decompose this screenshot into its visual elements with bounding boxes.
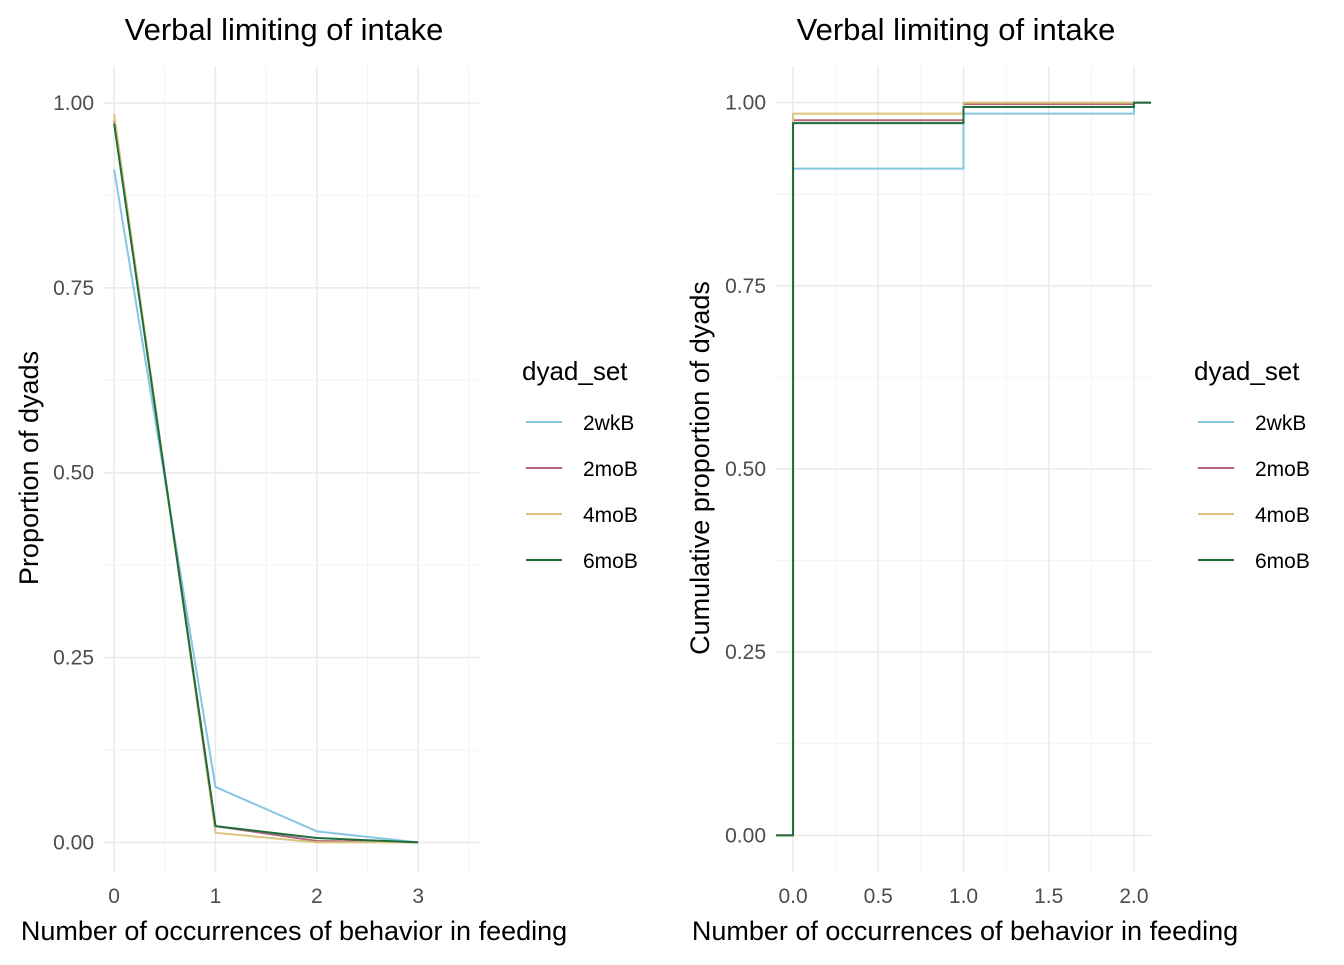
y-tick-labels: 0.00 0.25 0.50 0.75 1.00 xyxy=(725,92,766,848)
y-tick-labels: 0.00 0.25 0.50 0.75 1.00 xyxy=(53,92,94,854)
x-tick-labels: 0.0 0.5 1.0 1.5 2.0 xyxy=(778,885,1148,908)
x-axis-title: Number of occurrences of behavior in fee… xyxy=(692,916,1238,946)
chart-cumulative: 0.0 0.5 1.0 1.5 2.0 0.00 0.25 0.50 0.75 1.00 Ver… xyxy=(685,12,1310,946)
x-tick-label: 0.0 xyxy=(778,885,807,908)
legend-label: 4moB xyxy=(583,504,638,527)
legend: dyad_set 2wkB 2moB 4moB 6moB xyxy=(1194,356,1310,573)
x-tick-label: 1.0 xyxy=(949,885,978,908)
y-axis-title: Proportion of dyads xyxy=(14,351,44,585)
series-lines xyxy=(113,113,419,844)
legend-title: dyad_set xyxy=(1194,356,1300,386)
x-tick-label: 0.5 xyxy=(864,885,893,908)
legend-label: 6moB xyxy=(1255,550,1310,573)
y-tick-label: 0.75 xyxy=(53,277,94,300)
y-tick-label: 1.00 xyxy=(725,92,766,115)
legend: dyad_set 2wkB 2moB 4moB 6moB xyxy=(522,356,638,573)
grid xyxy=(104,66,479,872)
chart-title: Verbal limiting of intake xyxy=(125,12,444,47)
chart-proportion: 0 1 2 3 0.00 0.25 0.50 0.75 1.00 Verbal limitin… xyxy=(14,12,638,946)
y-tick-label: 0.00 xyxy=(725,824,766,847)
y-tick-label: 1.00 xyxy=(53,92,94,115)
series-line-6moB xyxy=(113,123,419,844)
legend-title: dyad_set xyxy=(522,356,628,386)
chart-title: Verbal limiting of intake xyxy=(797,12,1116,47)
x-tick-label: 1 xyxy=(210,885,222,908)
legend-label: 4moB xyxy=(1255,504,1310,527)
legend-label: 6moB xyxy=(583,550,638,573)
x-tick-labels: 0 1 2 3 xyxy=(108,885,424,908)
y-tick-label: 0.25 xyxy=(53,647,94,670)
series-lines xyxy=(776,101,1151,837)
y-tick-label: 0.50 xyxy=(725,458,766,481)
x-tick-label: 2.0 xyxy=(1119,885,1148,908)
legend-label: 2wkB xyxy=(1255,412,1306,435)
x-axis-title: Number of occurrences of behavior in fee… xyxy=(21,916,567,946)
grid xyxy=(776,66,1151,872)
x-tick-label: 1.5 xyxy=(1034,885,1063,908)
legend-label: 2moB xyxy=(583,458,638,481)
y-tick-label: 0.25 xyxy=(725,641,766,664)
y-axis-title: Cumulative proportion of dyads xyxy=(685,281,715,655)
x-tick-label: 0 xyxy=(108,885,120,908)
y-tick-label: 0.00 xyxy=(53,831,94,854)
series-line-6moB xyxy=(776,101,1151,837)
x-tick-label: 2 xyxy=(311,885,323,908)
legend-label: 2wkB xyxy=(583,412,634,435)
x-tick-label: 3 xyxy=(412,885,424,908)
y-tick-label: 0.50 xyxy=(53,462,94,485)
legend-label: 2moB xyxy=(1255,458,1310,481)
y-tick-label: 0.75 xyxy=(725,275,766,298)
